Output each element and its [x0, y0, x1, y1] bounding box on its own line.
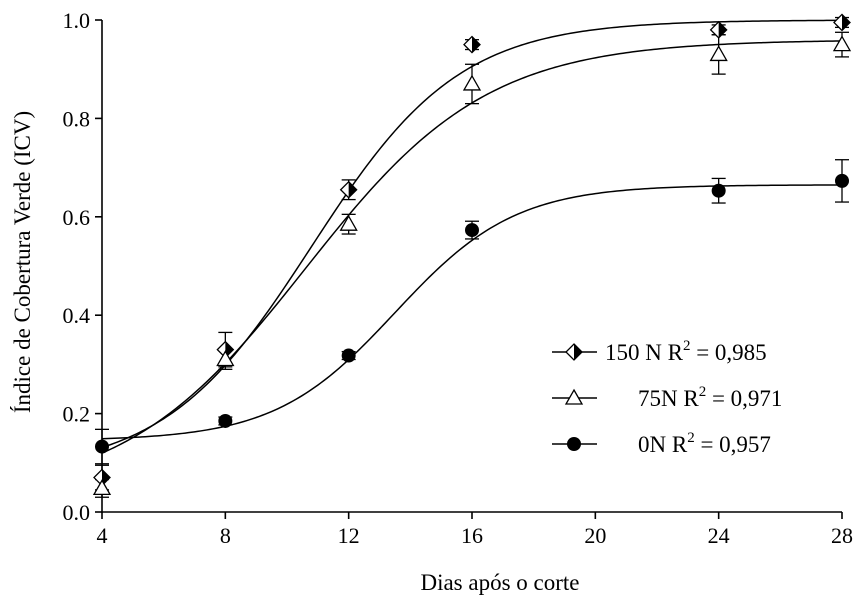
y-tick-label: 0.2	[63, 402, 91, 427]
data-point	[709, 45, 728, 62]
legend-entry: 75N R2 = 0,971	[552, 384, 782, 411]
marker-fill	[574, 344, 582, 360]
data-point	[95, 439, 109, 454]
marker-fill	[842, 14, 850, 31]
legend-marker	[564, 388, 584, 405]
data-point	[341, 348, 356, 363]
y-tick-label: 1.0	[63, 8, 91, 33]
legend-marker	[565, 343, 583, 361]
legend-entry: 150 N R2 = 0,985	[552, 338, 767, 365]
marker-fill	[348, 181, 357, 198]
data-markers	[92, 13, 852, 496]
marker-fill	[472, 36, 480, 53]
y-tick-label: 0.4	[63, 303, 91, 328]
legend-marker	[567, 437, 581, 451]
x-tick-label: 4	[97, 523, 108, 548]
x-tick-label: 24	[708, 523, 730, 548]
data-point	[835, 173, 849, 188]
x-tick-label: 28	[831, 523, 853, 548]
y-axis-title: Índice de Cobertura Verde (ICV)	[10, 111, 35, 413]
legend-label: 75N R2 = 0,971	[638, 384, 782, 411]
y-tick-label: 0.8	[63, 106, 91, 131]
data-point	[216, 350, 235, 367]
marker-fill	[718, 21, 727, 38]
y-tick-label: 0.0	[63, 500, 91, 525]
legend-label: 150 N R2 = 0,985	[605, 338, 767, 365]
axes: 0.0 0.2 0.4 0.6 0.8 1.0 4 8 12 16 20 24 28	[63, 8, 854, 548]
x-tick-label: 12	[338, 523, 360, 548]
x-tick-label: 20	[584, 523, 606, 548]
legend-entry: 0N R2 = 0,957	[552, 430, 771, 457]
legend-label: 0N R2 = 0,957	[638, 430, 771, 457]
data-point	[711, 183, 726, 198]
data-point	[218, 413, 233, 428]
y-tick-label: 0.6	[63, 205, 91, 230]
data-point	[462, 74, 482, 91]
data-point	[463, 35, 481, 54]
marker-fill	[225, 341, 234, 358]
data-point	[833, 13, 851, 32]
data-point	[93, 468, 111, 487]
legend: 150 N R2 = 0,985 75N R2 = 0,971 0N R2 = 0,…	[552, 338, 782, 457]
x-axis-title: Dias após o corte	[420, 570, 579, 595]
data-point	[465, 223, 479, 238]
data-point	[709, 20, 728, 39]
data-point	[92, 479, 112, 496]
marker-fill	[102, 469, 110, 486]
data-point	[339, 180, 358, 199]
x-tick-label: 16	[461, 523, 483, 548]
data-point	[832, 35, 852, 52]
data-point	[339, 214, 358, 231]
x-tick-label: 8	[220, 523, 231, 548]
